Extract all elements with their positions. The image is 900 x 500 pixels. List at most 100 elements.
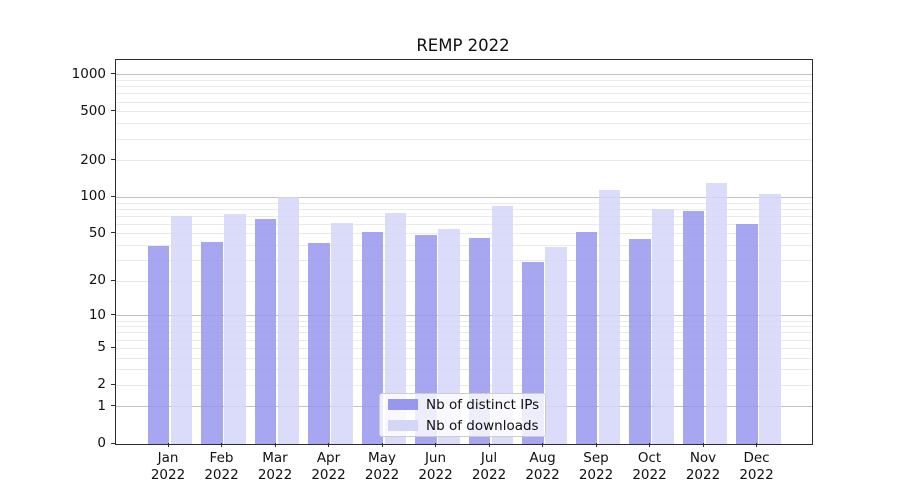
x-tick-oct-2022 [649,443,650,447]
x-tick-label-feb-2022: Feb 2022 [187,450,257,484]
y-tick-500 [111,110,115,112]
x-tick-year-mar-2022: 2022 [257,467,293,483]
x-tick-jul-2022 [488,443,490,447]
gridline-minor-900 [116,80,812,82]
bar-nb-of-downloads-apr-2022 [331,222,353,444]
y-tick-5 [111,346,115,348]
x-tick-aug-2022 [542,443,543,447]
x-tick-year-aug-2022: 2022 [525,467,560,483]
y-tick-label-1000: 1000 [71,65,106,82]
bar-nb-of-distinct-ips-feb-2022 [201,241,223,444]
x-tick-feb-2022 [221,443,222,447]
x-tick-sep-2022 [595,443,597,447]
legend: Nb of distinct IPs Nb of downloads [379,393,546,437]
gridline-minor-30 [116,260,812,262]
x-tick-label-jan-2022: Jan 2022 [133,450,203,484]
bar-nb-of-downloads-feb-2022 [224,214,246,444]
x-tick-label-apr-2022: Apr 2022 [294,450,364,484]
y-tick-1000 [111,73,115,75]
x-tick-month-sep: Sep [583,450,609,466]
bar-nb-of-distinct-ips-jul-2022 [468,238,490,444]
gridline-minor-300 [116,138,812,140]
bar-nb-of-downloads-sep-2022 [598,190,620,444]
y-tick-label-5: 5 [97,339,106,356]
bar-nb-of-downloads-jun-2022 [438,228,460,444]
legend-swatch-distinct-ips-icon [388,399,418,410]
gridline-major-10 [116,315,812,317]
plot-area: Nb of distinct IPs Nb of downloads [115,59,813,445]
x-tick-month-mar: Mar [262,450,288,466]
x-tick-year-dec-2022: 2022 [739,467,774,483]
grid-layer [116,60,812,444]
bar-nb-of-distinct-ips-jan-2022 [147,245,169,444]
gridline-minor-40 [116,245,812,247]
x-tick-label-dec-2022: Dec 2022 [722,450,792,484]
y-tick-label-100: 100 [80,188,106,205]
x-tick-label-aug-2022: Aug 2022 [508,450,578,484]
x-tick-dec-2022 [756,443,757,447]
bars-layer [116,60,812,444]
bar-nb-of-distinct-ips-sep-2022 [575,231,597,444]
x-tick-label-may-2022: May 2022 [347,450,417,484]
x-tick-apr-2022 [328,443,329,447]
x-tick-month-may: May [368,450,396,466]
gridline-minor-70 [116,215,812,217]
bar-nb-of-downloads-dec-2022 [759,194,781,444]
y-tick-50 [111,232,115,234]
y-tick-1 [111,405,115,407]
x-tick-year-sep-2022: 2022 [578,467,614,483]
gridline-major-1000 [116,74,812,76]
gridline-minor-400 [116,123,812,125]
x-tick-year-apr-2022: 2022 [311,467,346,483]
gridline-minor-2 [116,384,812,386]
bar-nb-of-distinct-ips-may-2022 [361,231,383,444]
x-tick-year-nov-2022: 2022 [685,467,721,483]
x-tick-label-jun-2022: Jun 2022 [401,450,471,484]
x-tick-label-mar-2022: Mar 2022 [240,450,310,484]
gridline-minor-5 [116,347,812,349]
bar-nb-of-downloads-oct-2022 [652,209,674,444]
y-tick-label-2: 2 [97,376,106,393]
y-tick-10 [111,314,115,316]
x-tick-month-oct: Oct [637,450,662,466]
x-tick-label-oct-2022: Oct 2022 [615,450,685,484]
bar-nb-of-distinct-ips-apr-2022 [308,243,330,444]
y-tick-20 [111,279,115,281]
chart-title: REMP 2022 [416,36,510,55]
gridline-minor-7 [116,332,812,334]
legend-label-downloads: Nb of downloads [426,417,539,434]
gridline-minor-700 [116,93,812,95]
y-tick-0 [111,442,115,444]
bar-nb-of-distinct-ips-dec-2022 [736,223,758,444]
x-tick-year-jan-2022: 2022 [150,467,186,483]
x-tick-year-oct-2022: 2022 [632,467,667,483]
x-tick-label-jul-2022: Jul 2022 [454,450,524,484]
x-tick-month-jul: Jul [480,450,498,466]
gridline-minor-90 [116,202,812,204]
bar-nb-of-downloads-aug-2022 [545,246,567,444]
y-tick-100 [111,195,115,197]
gridline-minor-200 [116,160,812,162]
bar-nb-of-downloads-jul-2022 [491,206,513,444]
gridline-minor-4 [116,357,812,359]
x-tick-label-nov-2022: Nov 2022 [668,450,738,484]
x-tick-may-2022 [381,443,383,447]
x-tick-month-feb: Feb [209,450,234,466]
x-tick-month-nov: Nov [689,450,717,466]
legend-row-downloads: Nb of downloads [380,415,545,436]
y-tick-label-20: 20 [88,272,106,289]
bar-nb-of-distinct-ips-oct-2022 [629,239,651,444]
y-tick-label-500: 500 [80,102,106,119]
x-tick-label-sep-2022: Sep 2022 [561,450,631,484]
legend-label-distinct-ips: Nb of distinct IPs [426,396,540,413]
gridline-minor-3 [116,369,812,371]
bar-nb-of-distinct-ips-jun-2022 [415,235,437,444]
gridline-minor-80 [116,208,812,210]
bar-nb-of-distinct-ips-mar-2022 [254,218,276,444]
x-tick-year-jun-2022: 2022 [418,467,453,483]
y-tick-label-50: 50 [88,224,106,241]
y-tick-label-10: 10 [88,306,106,323]
gridline-minor-50 [116,233,812,235]
